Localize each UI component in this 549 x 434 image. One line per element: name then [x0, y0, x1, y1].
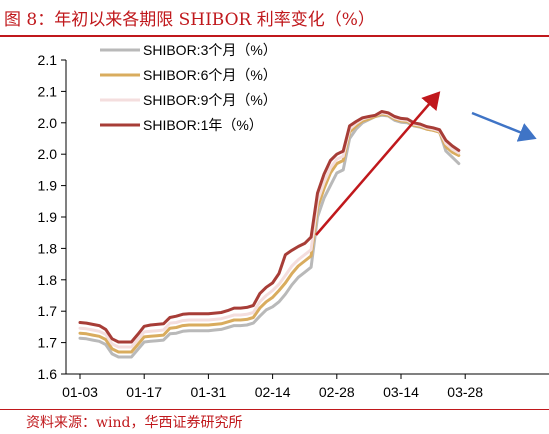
legend-item-6m: SHIBOR:6个月（%） — [100, 67, 277, 83]
legend-label: SHIBOR:1年（%） — [143, 117, 263, 133]
y-tick-label: 1.8 — [38, 272, 58, 288]
y-tick-label: 2.1 — [38, 52, 58, 68]
series-line-3m — [78, 113, 461, 359]
y-tick-label: 1.8 — [38, 240, 58, 256]
y-tick-label: 2.0 — [38, 146, 58, 162]
line-chart: 1.6 1.7 1.7 1.8 1.8 1.9 1.9 2.0 2.0 2.1 2.1 01-03 01… — [38, 42, 549, 400]
downtrend-arrow — [471, 111, 537, 142]
trend-arrows — [315, 91, 537, 236]
x-tick-label: 01-17 — [126, 384, 162, 400]
x-tick-label: 02-28 — [319, 384, 355, 400]
series-line-6m — [78, 112, 461, 354]
figure-title: 图 8：年初以来各期限 SHIBOR 利率变化（%） — [4, 10, 375, 30]
legend-label: SHIBOR:3个月（%） — [143, 42, 277, 58]
title-rule — [0, 35, 549, 37]
y-tick-label: 1.9 — [38, 209, 58, 225]
series-line-1y — [78, 110, 461, 344]
y-tick-label: 1.9 — [38, 178, 58, 194]
y-tick-label: 1.7 — [38, 335, 58, 351]
x-tick-label: 01-03 — [62, 384, 98, 400]
y-tick-label: 1.7 — [38, 303, 58, 319]
legend-item-9m: SHIBOR:9个月（%） — [100, 92, 277, 108]
figure-source: 资料来源：wind，华西证券研究所 — [26, 415, 243, 431]
x-tick-label: 02-14 — [255, 384, 291, 400]
legend-item-1y: SHIBOR:1年（%） — [100, 117, 263, 133]
chart-axes: 1.6 1.7 1.7 1.8 1.8 1.9 1.9 2.0 2.0 2.1 2.1 01-03 01… — [38, 52, 549, 400]
source-rule — [0, 409, 549, 410]
x-tick-label: 01-31 — [190, 384, 226, 400]
x-tick-label: 03-14 — [383, 384, 419, 400]
y-tick-label: 2.1 — [38, 83, 58, 99]
legend-label: SHIBOR:6个月（%） — [143, 67, 277, 83]
series-layer — [78, 110, 461, 359]
x-tick-label: 03-28 — [447, 384, 483, 400]
legend-label: SHIBOR:9个月（%） — [143, 92, 277, 108]
series-line-9m — [78, 111, 461, 349]
uptrend-arrow — [315, 91, 441, 236]
y-tick-label: 1.6 — [38, 366, 58, 382]
legend: SHIBOR:3个月（%） SHIBOR:6个月（%） SHIBOR:9个月（%） S… — [100, 42, 277, 133]
y-tick-label: 2.0 — [38, 115, 58, 131]
legend-item-3m: SHIBOR:3个月（%） — [100, 42, 277, 58]
